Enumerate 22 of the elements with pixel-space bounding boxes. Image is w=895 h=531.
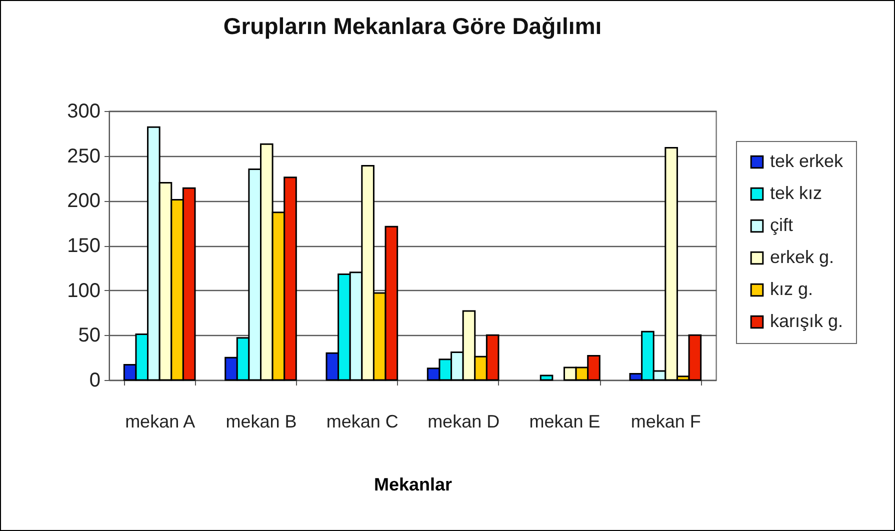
y-tick-label: 150 xyxy=(67,235,100,257)
y-tick-label: 250 xyxy=(67,145,100,168)
x-axis-title: Mekanlar xyxy=(374,474,452,494)
x-tick-label: mekan F xyxy=(630,412,701,432)
y-tick-label: 0 xyxy=(89,370,100,392)
x-tick-label: mekan C xyxy=(326,412,398,432)
chart-title: Grupların Mekanlara Göre Dağılımı xyxy=(223,13,602,39)
legend-label: tek kız xyxy=(770,183,822,203)
x-tick-label: mekan A xyxy=(125,412,196,432)
legend-label: çift xyxy=(770,215,794,235)
bar xyxy=(540,374,554,381)
x-tick-label: mekan B xyxy=(226,412,297,432)
x-tick-label: mekan D xyxy=(428,412,500,432)
legend-label: erkek g. xyxy=(770,247,834,267)
y-tick-label: 50 xyxy=(78,324,100,347)
y-tick-label: 200 xyxy=(67,190,100,212)
legend-label: tek erkek xyxy=(770,151,844,171)
y-tick-label: 100 xyxy=(67,280,100,302)
x-tick-label: mekan E xyxy=(529,412,600,432)
legend-label: kız g. xyxy=(770,279,814,299)
legend-label: karışık g. xyxy=(770,311,844,331)
y-tick-label: 300 xyxy=(67,100,100,122)
